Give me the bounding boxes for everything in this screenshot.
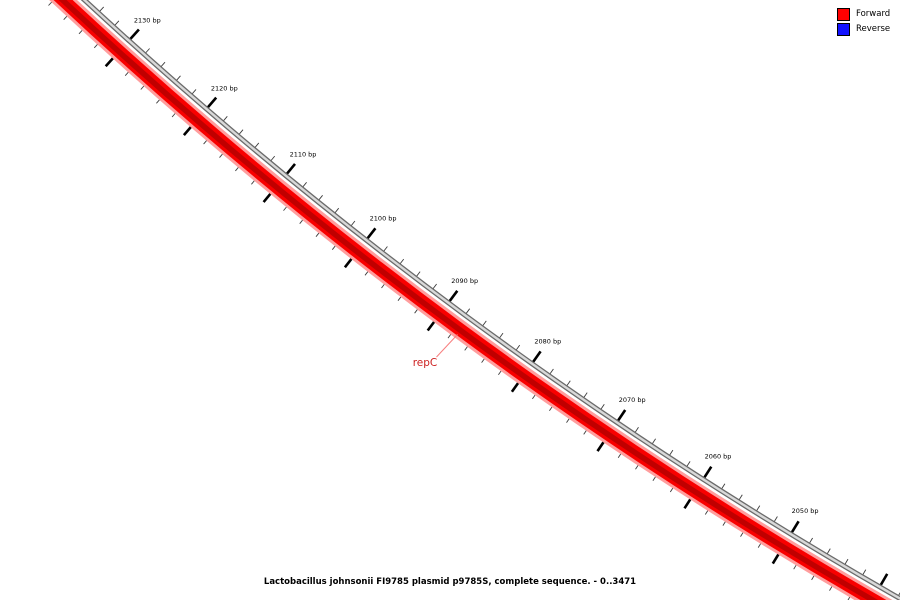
ruler-label: 2090 bp bbox=[451, 277, 478, 285]
ruler-label: 2080 bp bbox=[534, 337, 561, 345]
ruler-label: 2130 bp bbox=[134, 16, 161, 24]
forward-color-swatch bbox=[837, 7, 850, 21]
sequence-title: Lactobacillus johnsonii FI9785 plasmid p… bbox=[263, 577, 637, 587]
legend-item-reverse: Reverse bbox=[837, 22, 891, 36]
ruler-label: 2060 bp bbox=[705, 452, 732, 460]
feature-callout-label: repC bbox=[413, 357, 438, 369]
backbone-arc bbox=[80, 0, 900, 600]
ruler-label: 2070 bp bbox=[619, 396, 646, 404]
ruler-label: 2050 bp bbox=[792, 507, 819, 515]
legend-label-reverse: Reverse bbox=[856, 24, 891, 34]
legend-item-forward: Forward bbox=[837, 7, 891, 21]
reverse-color-swatch bbox=[837, 22, 850, 36]
legend: Forward Reverse bbox=[837, 7, 891, 36]
feature-callout-line bbox=[436, 334, 458, 358]
ruler-label: 2120 bp bbox=[211, 84, 238, 92]
ruler-label: 2100 bp bbox=[370, 215, 397, 223]
legend-label-forward: Forward bbox=[856, 9, 891, 19]
backbone-arc-highlight bbox=[82, 0, 900, 600]
ring-gap bbox=[76, 0, 899, 600]
ruler-label: 2110 bp bbox=[290, 150, 317, 158]
